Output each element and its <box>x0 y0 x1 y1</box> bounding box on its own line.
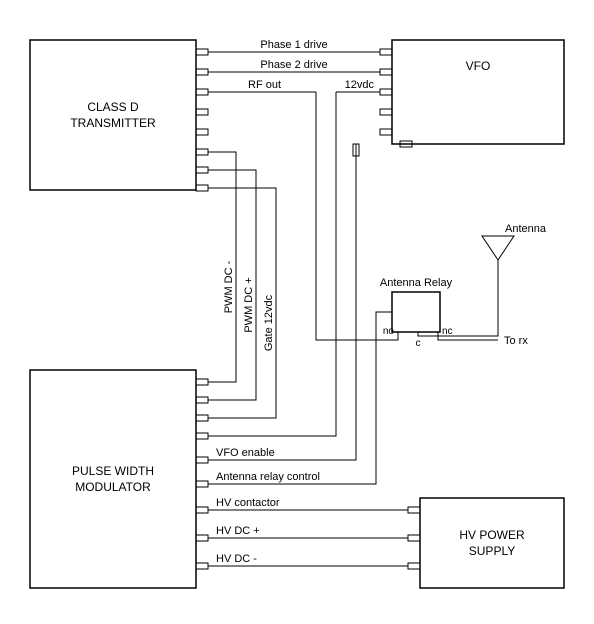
label-hvpos: HV DC + <box>216 525 260 537</box>
label-vfo-enable: VFO enable <box>216 447 275 459</box>
pin-pwm-r4 <box>196 433 208 439</box>
pin-tx-blank1 <box>196 109 208 115</box>
label-hvcon: HV contactor <box>216 497 280 509</box>
pin-vfo-rfout <box>380 89 392 95</box>
label-torx: To rx <box>504 335 528 347</box>
label-hvneg: HV DC - <box>216 553 257 565</box>
pin-tx-blank2 <box>196 129 208 135</box>
pin-ps-hvneg <box>408 563 420 569</box>
block-vfo <box>392 40 564 144</box>
pin-pwm-hvneg <box>196 563 208 569</box>
label-c: c <box>416 338 421 349</box>
label-pwm-dc-minus: PWM DC - <box>223 260 235 313</box>
pin-pwm-r1 <box>196 379 208 385</box>
pin-pwm-hvpos <box>196 535 208 541</box>
pin-tx-pwmplus <box>196 167 208 173</box>
label-ant-ctl: Antenna relay control <box>216 471 320 483</box>
label-gate12: Gate 12vdc <box>263 294 275 351</box>
pin-vfo-blank2 <box>380 129 392 135</box>
pin-vfo-phase1 <box>380 49 392 55</box>
pin-vfo-blank1 <box>380 109 392 115</box>
pin-ps-hvcon <box>408 507 420 513</box>
label-antenna: Antenna <box>505 223 547 235</box>
block-tx <box>30 40 196 190</box>
block-tx-label1: CLASS D <box>87 100 139 114</box>
antenna-icon <box>482 236 514 260</box>
block-ps-label2: SUPPLY <box>469 544 515 558</box>
label-antenna-relay: Antenna Relay <box>380 277 453 289</box>
block-pwm-label2: MODULATOR <box>75 480 151 494</box>
pin-tx-pwmminus <box>196 149 208 155</box>
label-rfout: RF out <box>248 79 281 91</box>
label-12vdc: 12vdc <box>345 79 375 91</box>
label-nc: nc <box>442 326 453 337</box>
block-vfo-label: VFO <box>466 59 491 73</box>
pin-ps-hvpos <box>408 535 420 541</box>
pin-pwm-r2 <box>196 397 208 403</box>
label-no: no <box>383 326 395 337</box>
label-phase1: Phase 1 drive <box>260 39 327 51</box>
pin-pwm-antctl <box>196 481 208 487</box>
pin-pwm-r3 <box>196 415 208 421</box>
pin-tx-phase1 <box>196 49 208 55</box>
block-pwm <box>30 370 196 588</box>
pin-tx-gate12 <box>196 185 208 191</box>
block-ps <box>420 498 564 588</box>
pin-pwm-hvcon <box>196 507 208 513</box>
pin-pwm-vfoen <box>196 457 208 463</box>
label-phase2: Phase 2 drive <box>260 59 327 71</box>
label-pwm-dc-plus: PWM DC + <box>243 277 255 332</box>
pin-tx-rfout <box>196 89 208 95</box>
block-ps-label1: HV POWER <box>459 528 525 542</box>
block-tx-label2: TRANSMITTER <box>70 116 156 130</box>
wire-c-to-antenna <box>418 260 498 336</box>
block-pwm-label1: PULSE WIDTH <box>72 464 154 478</box>
pin-tx-phase2 <box>196 69 208 75</box>
block-relay <box>392 292 440 332</box>
pin-vfo-phase2 <box>380 69 392 75</box>
